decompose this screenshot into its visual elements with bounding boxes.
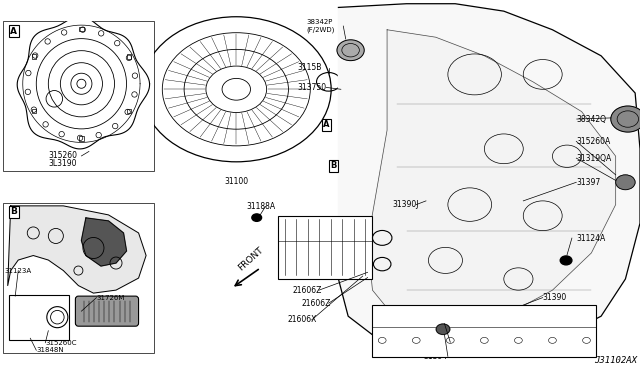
FancyBboxPatch shape: [9, 295, 69, 340]
Text: 315260C: 315260C: [45, 340, 77, 346]
Text: A: A: [10, 27, 17, 36]
Text: 3115B: 3115B: [297, 63, 321, 72]
FancyBboxPatch shape: [372, 305, 596, 357]
Text: 315260: 315260: [49, 151, 77, 160]
Text: 31124A: 31124A: [577, 234, 606, 243]
Polygon shape: [81, 218, 127, 266]
Text: 21606X: 21606X: [287, 315, 317, 324]
Text: 21606Z: 21606Z: [292, 286, 321, 295]
Text: 31726M: 31726M: [97, 295, 125, 301]
Text: 31394E: 31394E: [426, 338, 455, 347]
Circle shape: [611, 106, 640, 132]
Circle shape: [252, 214, 262, 221]
Text: 31123A: 31123A: [4, 267, 32, 273]
Text: 31390J: 31390J: [392, 200, 419, 209]
Text: 31848N: 31848N: [36, 347, 64, 353]
Polygon shape: [367, 30, 616, 327]
Polygon shape: [17, 16, 150, 149]
Bar: [79, 27, 84, 31]
Text: 313750: 313750: [297, 83, 326, 92]
Text: 31394: 31394: [424, 352, 448, 361]
Text: J31102AX: J31102AX: [595, 356, 637, 365]
Circle shape: [337, 40, 364, 61]
Text: 31188A: 31188A: [246, 202, 275, 211]
Circle shape: [616, 175, 635, 190]
FancyBboxPatch shape: [76, 296, 138, 326]
Text: 315260A: 315260A: [577, 137, 611, 146]
Polygon shape: [8, 206, 146, 293]
Text: 31390: 31390: [543, 293, 567, 302]
Text: B: B: [330, 161, 337, 170]
Text: 38342P
(F/2WD): 38342P (F/2WD): [307, 19, 335, 33]
Bar: [127, 109, 131, 113]
Text: 21606Z: 21606Z: [302, 299, 332, 308]
Polygon shape: [339, 4, 640, 357]
Text: FRONT: FRONT: [237, 246, 265, 272]
Circle shape: [436, 324, 450, 334]
FancyBboxPatch shape: [278, 216, 372, 279]
Bar: [31, 109, 36, 113]
Text: 38342Q: 38342Q: [577, 115, 607, 124]
Text: A: A: [323, 120, 330, 129]
Text: 31397: 31397: [577, 178, 601, 187]
Text: 3L3190: 3L3190: [49, 159, 77, 168]
Circle shape: [560, 256, 572, 265]
Bar: [31, 54, 36, 58]
Bar: [79, 137, 84, 141]
Bar: [127, 54, 131, 58]
Text: 31319QA: 31319QA: [577, 154, 612, 163]
Text: B: B: [10, 208, 17, 217]
Text: 31100: 31100: [224, 177, 248, 186]
